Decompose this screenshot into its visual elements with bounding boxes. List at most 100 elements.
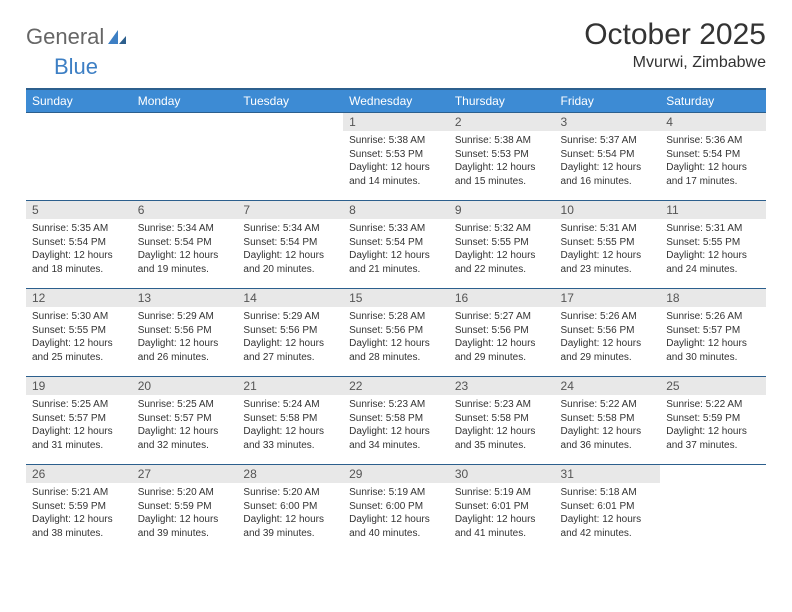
- sunset: Sunset: 5:54 PM: [32, 236, 126, 250]
- sunrise: Sunrise: 5:22 AM: [561, 398, 655, 412]
- calendar-body: 1Sunrise: 5:38 AMSunset: 5:53 PMDaylight…: [26, 113, 766, 553]
- logo-text-2: Blue: [26, 54, 98, 80]
- day-number: 22: [343, 377, 449, 395]
- weekday-header: Thursday: [449, 89, 555, 113]
- sunset: Sunset: 5:55 PM: [32, 324, 126, 338]
- day-details: Sunrise: 5:26 AMSunset: 5:57 PMDaylight:…: [660, 307, 766, 368]
- day-details: Sunrise: 5:34 AMSunset: 5:54 PMDaylight:…: [132, 219, 238, 280]
- sunrise: Sunrise: 5:37 AM: [561, 134, 655, 148]
- calendar-week: 1Sunrise: 5:38 AMSunset: 5:53 PMDaylight…: [26, 113, 766, 201]
- calendar-head: SundayMondayTuesdayWednesdayThursdayFrid…: [26, 89, 766, 113]
- calendar-day: [132, 113, 238, 201]
- day-details: Sunrise: 5:28 AMSunset: 5:56 PMDaylight:…: [343, 307, 449, 368]
- day-details: Sunrise: 5:38 AMSunset: 5:53 PMDaylight:…: [449, 131, 555, 192]
- calendar-day: 6Sunrise: 5:34 AMSunset: 5:54 PMDaylight…: [132, 201, 238, 289]
- logo-text-1: General: [26, 24, 104, 50]
- calendar-day: 14Sunrise: 5:29 AMSunset: 5:56 PMDayligh…: [237, 289, 343, 377]
- calendar-day: 13Sunrise: 5:29 AMSunset: 5:56 PMDayligh…: [132, 289, 238, 377]
- sunrise: Sunrise: 5:25 AM: [138, 398, 232, 412]
- daylight: Daylight: 12 hours and 29 minutes.: [455, 337, 549, 364]
- title-block: October 2025 Mvurwi, Zimbabwe: [584, 18, 766, 72]
- calendar-day: [26, 113, 132, 201]
- sunset: Sunset: 5:55 PM: [455, 236, 549, 250]
- sunset: Sunset: 5:59 PM: [138, 500, 232, 514]
- day-details: Sunrise: 5:19 AMSunset: 6:00 PMDaylight:…: [343, 483, 449, 544]
- sunrise: Sunrise: 5:21 AM: [32, 486, 126, 500]
- day-details: Sunrise: 5:31 AMSunset: 5:55 PMDaylight:…: [660, 219, 766, 280]
- sunrise: Sunrise: 5:18 AM: [561, 486, 655, 500]
- daylight: Daylight: 12 hours and 38 minutes.: [32, 513, 126, 540]
- daylight: Daylight: 12 hours and 32 minutes.: [138, 425, 232, 452]
- day-number: 16: [449, 289, 555, 307]
- sunrise: Sunrise: 5:23 AM: [349, 398, 443, 412]
- day-number: 19: [26, 377, 132, 395]
- daylight: Daylight: 12 hours and 29 minutes.: [561, 337, 655, 364]
- day-number: 25: [660, 377, 766, 395]
- sunrise: Sunrise: 5:35 AM: [32, 222, 126, 236]
- calendar-day: 21Sunrise: 5:24 AMSunset: 5:58 PMDayligh…: [237, 377, 343, 465]
- day-details: Sunrise: 5:38 AMSunset: 5:53 PMDaylight:…: [343, 131, 449, 192]
- day-details: Sunrise: 5:26 AMSunset: 5:56 PMDaylight:…: [555, 307, 661, 368]
- day-number: 23: [449, 377, 555, 395]
- logo: General: [26, 18, 128, 50]
- daylight: Daylight: 12 hours and 23 minutes.: [561, 249, 655, 276]
- day-details: Sunrise: 5:29 AMSunset: 5:56 PMDaylight:…: [132, 307, 238, 368]
- sunset: Sunset: 5:55 PM: [561, 236, 655, 250]
- day-number: [660, 465, 766, 483]
- daylight: Daylight: 12 hours and 39 minutes.: [138, 513, 232, 540]
- day-number: 31: [555, 465, 661, 483]
- sunrise: Sunrise: 5:32 AM: [455, 222, 549, 236]
- sunrise: Sunrise: 5:34 AM: [138, 222, 232, 236]
- calendar-day: 17Sunrise: 5:26 AMSunset: 5:56 PMDayligh…: [555, 289, 661, 377]
- sunset: Sunset: 5:54 PM: [349, 236, 443, 250]
- calendar-table: SundayMondayTuesdayWednesdayThursdayFrid…: [26, 88, 766, 553]
- daylight: Daylight: 12 hours and 28 minutes.: [349, 337, 443, 364]
- calendar-day: [237, 113, 343, 201]
- day-number: 26: [26, 465, 132, 483]
- sunset: Sunset: 5:56 PM: [561, 324, 655, 338]
- day-details: Sunrise: 5:32 AMSunset: 5:55 PMDaylight:…: [449, 219, 555, 280]
- day-number: 21: [237, 377, 343, 395]
- daylight: Daylight: 12 hours and 15 minutes.: [455, 161, 549, 188]
- calendar-day: 27 Sunrise: 5:20 AMSunset: 5:59 PMDayligh…: [132, 465, 238, 553]
- day-number: 30: [449, 465, 555, 483]
- day-details: Sunrise: 5:22 AMSunset: 5:59 PMDaylight:…: [660, 395, 766, 456]
- calendar-week: 5Sunrise: 5:35 AMSunset: 5:54 PMDaylight…: [26, 201, 766, 289]
- sunrise: Sunrise: 5:38 AM: [349, 134, 443, 148]
- daylight: Daylight: 12 hours and 22 minutes.: [455, 249, 549, 276]
- sunset: Sunset: 5:56 PM: [349, 324, 443, 338]
- day-number: 1: [343, 113, 449, 131]
- day-number: 13: [132, 289, 238, 307]
- calendar-day: 18Sunrise: 5:26 AMSunset: 5:57 PMDayligh…: [660, 289, 766, 377]
- day-details: Sunrise: 5:23 AMSunset: 5:58 PMDaylight:…: [343, 395, 449, 456]
- sunrise: Sunrise: 5:29 AM: [138, 310, 232, 324]
- calendar-day: 20Sunrise: 5:25 AMSunset: 5:57 PMDayligh…: [132, 377, 238, 465]
- day-details: Sunrise: 5:25 AMSunset: 5:57 PMDaylight:…: [132, 395, 238, 456]
- day-number: 15: [343, 289, 449, 307]
- sunset: Sunset: 5:53 PM: [349, 148, 443, 162]
- location: Mvurwi, Zimbabwe: [584, 54, 766, 72]
- calendar-day: 3Sunrise: 5:37 AMSunset: 5:54 PMDaylight…: [555, 113, 661, 201]
- sunrise: Sunrise: 5:20 AM: [138, 486, 232, 500]
- sunset: Sunset: 6:00 PM: [243, 500, 337, 514]
- sunrise: Sunrise: 5:22 AM: [666, 398, 760, 412]
- sunset: Sunset: 5:53 PM: [455, 148, 549, 162]
- sunrise: Sunrise: 5:26 AM: [561, 310, 655, 324]
- sunrise: Sunrise: 5:24 AM: [243, 398, 337, 412]
- calendar-day: 2Sunrise: 5:38 AMSunset: 5:53 PMDaylight…: [449, 113, 555, 201]
- day-details: Sunrise: 5:19 AMSunset: 6:01 PMDaylight:…: [449, 483, 555, 544]
- day-number: 27: [132, 465, 238, 483]
- day-number: 8: [343, 201, 449, 219]
- sunrise: Sunrise: 5:25 AM: [32, 398, 126, 412]
- calendar-day: 7Sunrise: 5:34 AMSunset: 5:54 PMDaylight…: [237, 201, 343, 289]
- daylight: Daylight: 12 hours and 42 minutes.: [561, 513, 655, 540]
- calendar-day: 24Sunrise: 5:22 AMSunset: 5:58 PMDayligh…: [555, 377, 661, 465]
- sunrise: Sunrise: 5:29 AM: [243, 310, 337, 324]
- sunrise: Sunrise: 5:19 AM: [349, 486, 443, 500]
- day-number: 17: [555, 289, 661, 307]
- daylight: Daylight: 12 hours and 37 minutes.: [666, 425, 760, 452]
- calendar-day: 5Sunrise: 5:35 AMSunset: 5:54 PMDaylight…: [26, 201, 132, 289]
- day-number: [26, 113, 132, 131]
- calendar-day: [660, 465, 766, 553]
- calendar-day: 4Sunrise: 5:36 AMSunset: 5:54 PMDaylight…: [660, 113, 766, 201]
